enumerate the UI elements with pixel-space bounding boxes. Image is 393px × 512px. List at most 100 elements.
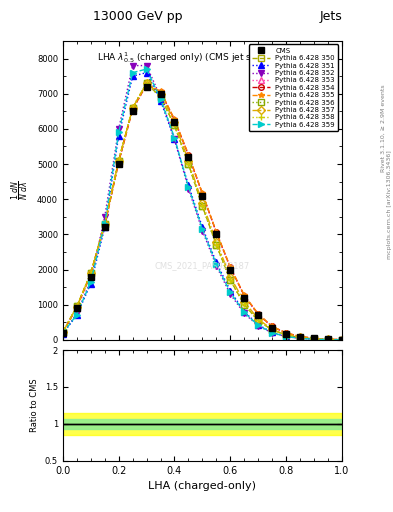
Pythia 6.428 352 — [102, 214, 107, 220]
Pythia 6.428 358 — [298, 334, 303, 340]
Y-axis label: $\frac{1}{N}\frac{dN}{d\lambda}$: $\frac{1}{N}\frac{dN}{d\lambda}$ — [10, 180, 31, 200]
Pythia 6.428 359 — [102, 221, 107, 227]
Pythia 6.428 356 — [186, 161, 191, 167]
Pythia 6.428 353 — [270, 324, 275, 330]
Pythia 6.428 353 — [284, 330, 288, 336]
Pythia 6.428 353 — [340, 336, 344, 343]
Pythia 6.428 355 — [200, 190, 205, 196]
Pythia 6.428 352 — [242, 310, 247, 316]
Line: Pythia 6.428 357: Pythia 6.428 357 — [60, 80, 345, 343]
Pythia 6.428 356 — [326, 336, 331, 343]
Pythia 6.428 356 — [284, 332, 288, 338]
Pythia 6.428 357 — [340, 337, 344, 343]
CMS — [75, 305, 79, 311]
Pythia 6.428 352 — [158, 94, 163, 100]
Pythia 6.428 357 — [200, 200, 205, 206]
Pythia 6.428 353 — [200, 191, 205, 197]
Pythia 6.428 358 — [242, 301, 247, 307]
Pythia 6.428 355 — [158, 88, 163, 94]
Pythia 6.428 355 — [340, 336, 344, 343]
Pythia 6.428 359 — [200, 226, 205, 232]
Pythia 6.428 357 — [144, 80, 149, 87]
Line: Pythia 6.428 353: Pythia 6.428 353 — [60, 82, 345, 343]
Pythia 6.428 356 — [75, 304, 79, 310]
Pythia 6.428 351 — [186, 182, 191, 188]
Pythia 6.428 356 — [298, 334, 303, 340]
Pythia 6.428 357 — [256, 316, 261, 322]
Pythia 6.428 359 — [326, 336, 331, 343]
Pythia 6.428 351 — [214, 260, 219, 266]
Pythia 6.428 353 — [326, 336, 331, 343]
Pythia 6.428 353 — [298, 333, 303, 339]
Pythia 6.428 351 — [270, 329, 275, 335]
Pythia 6.428 351 — [200, 224, 205, 230]
Pythia 6.428 350 — [340, 337, 344, 343]
Pythia 6.428 358 — [144, 80, 149, 86]
Pythia 6.428 353 — [214, 229, 219, 236]
Pythia 6.428 355 — [298, 333, 303, 339]
CMS — [228, 266, 233, 272]
Pythia 6.428 351 — [172, 136, 177, 142]
Pythia 6.428 359 — [88, 279, 93, 285]
CMS — [242, 294, 247, 301]
Pythia 6.428 350 — [158, 94, 163, 100]
Pythia 6.428 357 — [326, 336, 331, 343]
Pythia 6.428 354 — [88, 271, 93, 278]
Pythia 6.428 358 — [270, 327, 275, 333]
Pythia 6.428 351 — [61, 330, 65, 336]
Pythia 6.428 355 — [270, 323, 275, 329]
Pythia 6.428 353 — [144, 82, 149, 88]
Line: Pythia 6.428 350: Pythia 6.428 350 — [60, 80, 345, 343]
Line: Pythia 6.428 359: Pythia 6.428 359 — [60, 67, 345, 343]
CMS — [102, 224, 107, 230]
Pythia 6.428 352 — [88, 277, 93, 283]
Line: Pythia 6.428 358: Pythia 6.428 358 — [60, 80, 345, 343]
Pythia 6.428 359 — [340, 337, 344, 343]
Pythia 6.428 351 — [298, 335, 303, 342]
Pythia 6.428 352 — [256, 323, 261, 329]
Pythia 6.428 359 — [298, 335, 303, 342]
Pythia 6.428 356 — [256, 317, 261, 324]
Pythia 6.428 354 — [270, 324, 275, 330]
CMS — [298, 334, 303, 340]
Pythia 6.428 358 — [158, 94, 163, 100]
Pythia 6.428 356 — [200, 203, 205, 209]
Pythia 6.428 351 — [326, 336, 331, 343]
Pythia 6.428 359 — [144, 66, 149, 72]
CMS — [270, 325, 275, 331]
Pythia 6.428 356 — [228, 277, 233, 283]
Pythia 6.428 352 — [298, 335, 303, 342]
Line: Pythia 6.428 351: Pythia 6.428 351 — [60, 70, 345, 343]
CMS — [116, 161, 121, 167]
Pythia 6.428 355 — [186, 152, 191, 158]
Pythia 6.428 350 — [88, 270, 93, 276]
Pythia 6.428 353 — [61, 329, 65, 335]
Pythia 6.428 352 — [186, 185, 191, 191]
Pythia 6.428 359 — [228, 289, 233, 295]
Pythia 6.428 353 — [256, 311, 261, 317]
CMS — [284, 330, 288, 336]
Pythia 6.428 358 — [116, 157, 121, 163]
Bar — [63, 419, 342, 429]
Pythia 6.428 351 — [312, 336, 316, 343]
Pythia 6.428 357 — [158, 91, 163, 97]
Pythia 6.428 356 — [340, 337, 344, 343]
Pythia 6.428 354 — [340, 336, 344, 343]
CMS — [256, 312, 261, 318]
Pythia 6.428 353 — [242, 293, 247, 299]
Pythia 6.428 352 — [326, 336, 331, 343]
Pythia 6.428 353 — [312, 335, 316, 342]
Text: LHA $\lambda^1_{0.5}$ (charged only) (CMS jet substructure): LHA $\lambda^1_{0.5}$ (charged only) (CM… — [97, 50, 308, 65]
Pythia 6.428 352 — [116, 126, 121, 132]
Pythia 6.428 352 — [214, 263, 219, 269]
Pythia 6.428 357 — [214, 239, 219, 245]
Pythia 6.428 356 — [172, 122, 177, 129]
Pythia 6.428 354 — [102, 222, 107, 228]
Pythia 6.428 354 — [130, 106, 135, 112]
Pythia 6.428 350 — [270, 327, 275, 333]
Y-axis label: Ratio to CMS: Ratio to CMS — [30, 379, 39, 432]
Pythia 6.428 352 — [75, 310, 79, 316]
X-axis label: LHA (charged-only): LHA (charged-only) — [149, 481, 256, 491]
Pythia 6.428 357 — [130, 105, 135, 111]
Line: CMS: CMS — [60, 84, 345, 343]
